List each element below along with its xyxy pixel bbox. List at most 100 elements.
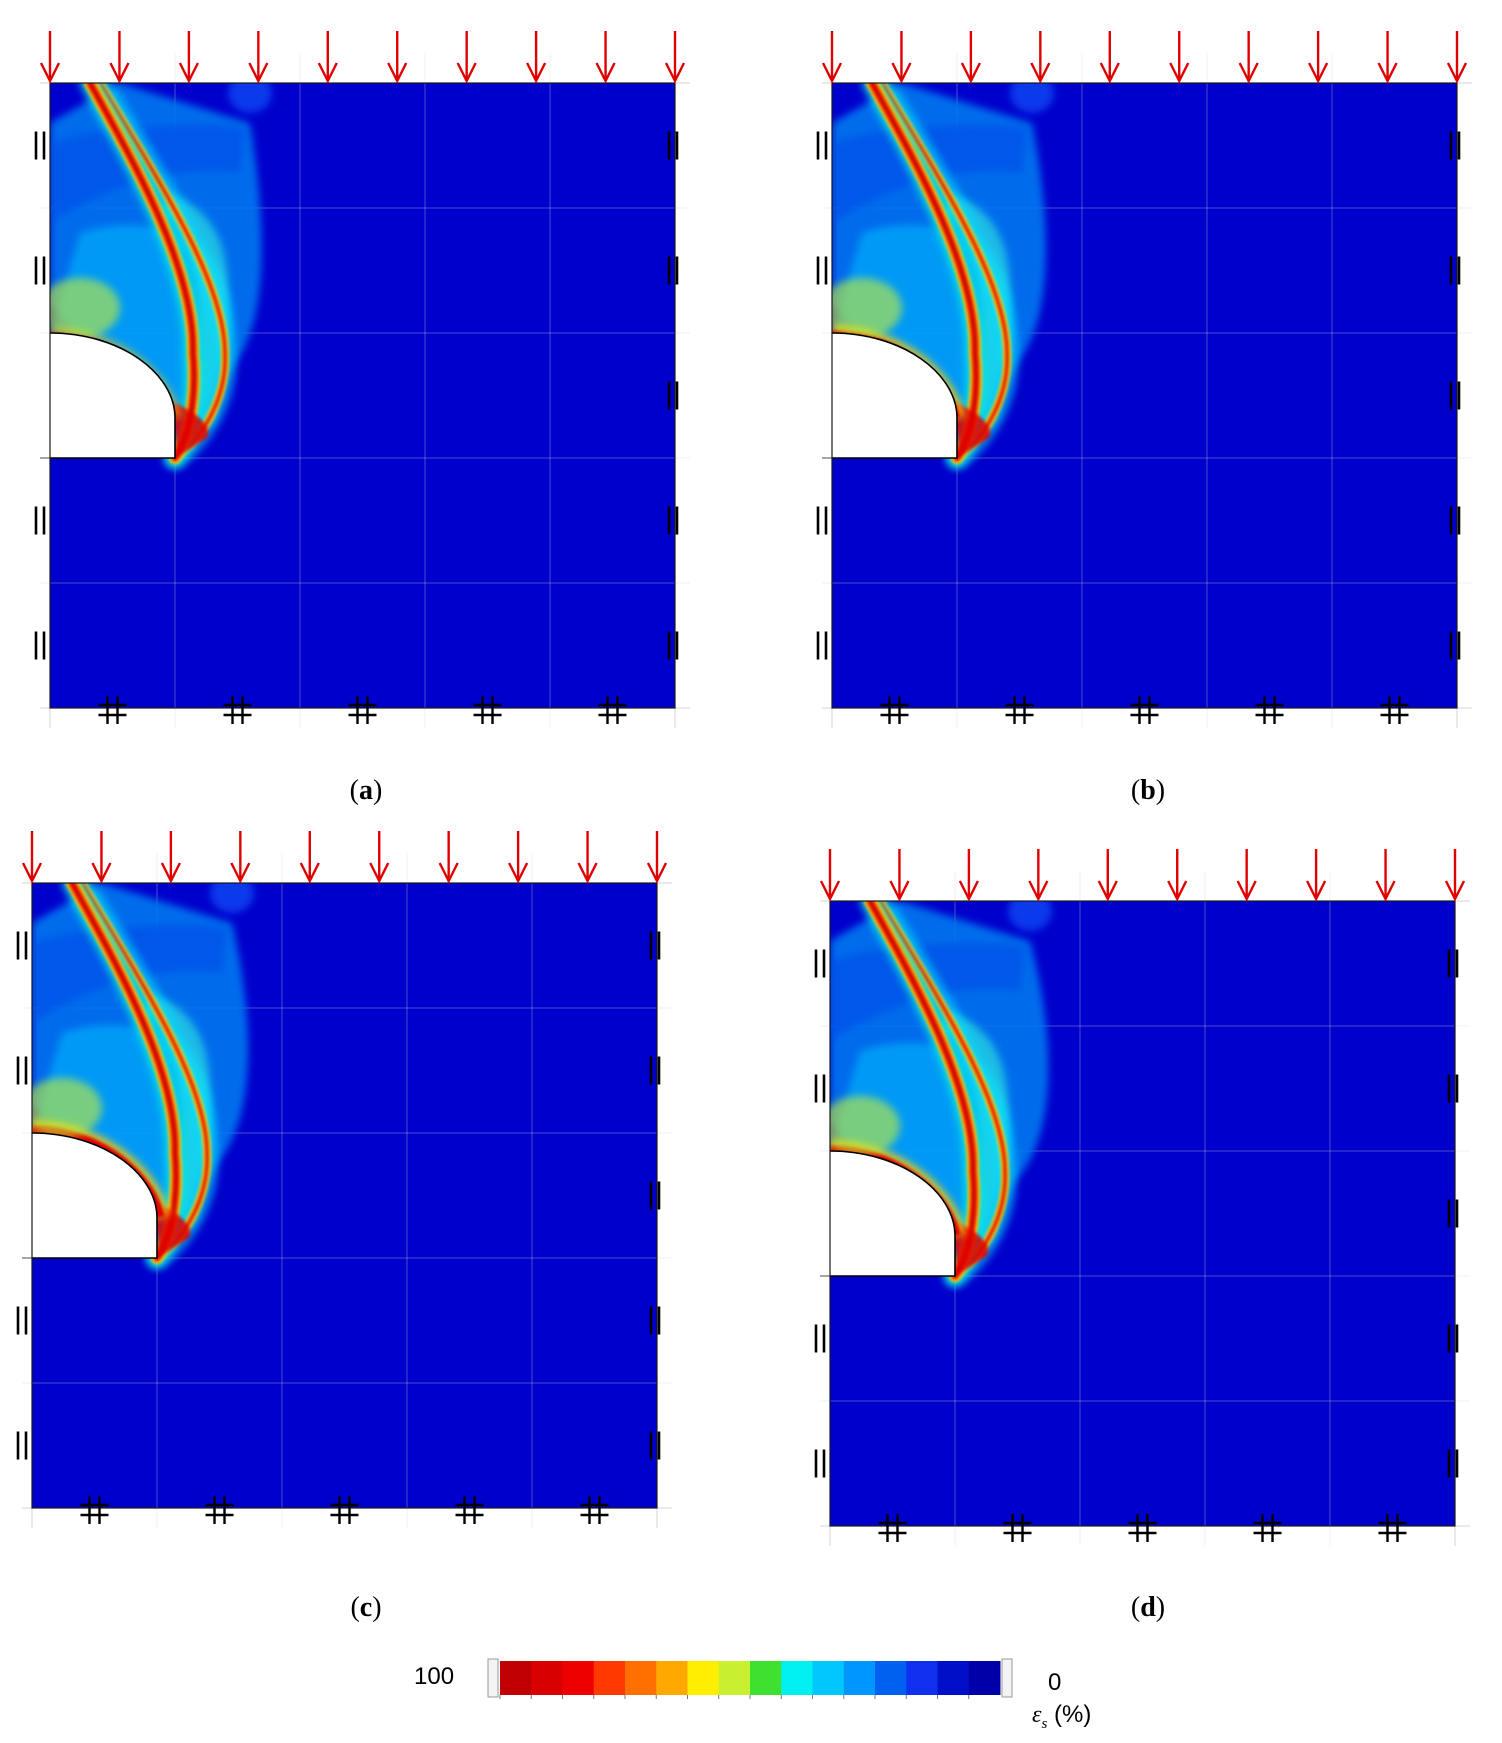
legend-swatch [625,1661,657,1695]
fixed-support-bottom [880,696,909,724]
legend-swatch [968,1661,1001,1695]
load-arrow [821,31,843,84]
contour-plot-b [816,31,1472,728]
domain-outline [829,900,1456,1527]
zone-top-spot [210,883,254,913]
legend-swatch [687,1661,720,1695]
hole-cutout [829,1151,955,1276]
roller-support-left [816,131,828,160]
legend-swatch [843,1661,876,1695]
contour-plot-c [16,831,672,1528]
fixed-support-bottom [205,1496,234,1524]
fixed-support-bottom [1130,696,1159,724]
hole-cutout [49,333,175,458]
load-arrow [299,831,320,884]
load-arrow [456,31,477,84]
legend-swatch [718,1661,751,1695]
load-arrow [248,31,269,84]
legend-min-label: 0 [1048,1669,1062,1696]
load-arrow [1444,849,1466,902]
hole-cutout [31,1133,157,1258]
load-arrow [1375,849,1396,902]
load-arrow [1446,31,1468,84]
legend-swatch [812,1661,845,1695]
load-arrow [1306,849,1327,902]
roller-support-left [16,1431,28,1460]
legend-swatch [531,1661,563,1695]
load-arrow [891,31,912,84]
roller-support-right [1449,256,1461,285]
fixed-support-bottom [878,1514,907,1542]
roller-support-right [1447,1324,1459,1353]
zone-turquoise [160,193,229,438]
roller-support-right [649,1181,661,1210]
hole-outline [22,1132,158,1259]
roller-support-left [816,256,828,285]
legend-swatch [656,1661,688,1695]
fixed-support-bottom [1253,1514,1282,1542]
fixed-support-bottom [580,1496,609,1524]
roller-support-left [34,506,46,535]
zone-turquoise [940,1011,1009,1256]
hole-cutout [831,333,957,458]
roller-support-right [1449,506,1461,535]
load-arrow [39,31,61,84]
load-arrow [1028,849,1049,902]
panel-d [800,846,1470,1546]
left-edge-patch [832,278,902,338]
fixed-support-bottom [348,696,377,724]
fixed-support-bottom [455,1496,484,1524]
load-arrow [178,31,199,84]
roller-support-left [814,1074,826,1103]
fixed-support-bottom [1005,696,1034,724]
load-arrow [1097,849,1118,902]
fixed-support-bottom [1128,1514,1157,1542]
roller-support-right [649,1056,661,1085]
legend-swatch [875,1661,907,1695]
fixed-support-bottom [80,1496,109,1524]
zone-top-spot [1010,83,1054,113]
load-arrow [1377,31,1398,84]
load-arrow [958,849,979,902]
fixed-support-bottom [598,696,627,724]
zone-turquoise [142,993,211,1238]
panel-c [2,828,672,1528]
load-arrow [21,831,43,884]
legend-swatch [937,1661,970,1695]
fixed-support-bottom [1003,1514,1032,1542]
panel-b [802,28,1472,728]
roller-support-left [816,506,828,535]
load-arrow [819,849,841,902]
fixed-support-bottom [473,696,502,724]
legend-cap-left [487,1658,499,1698]
left-edge-patch [830,1096,900,1156]
left-edge-patch [32,1078,102,1138]
roller-support-left [814,1449,826,1478]
roller-support-right [1449,631,1461,660]
roller-support-right [667,381,679,410]
legend-swatch [781,1661,813,1695]
legend-unit: (%) [1047,1701,1092,1728]
load-arrow [1308,31,1329,84]
legend-color-bar [487,1658,1013,1699]
domain-outline [831,82,1458,709]
hole-outline [40,332,176,459]
roller-support-left [814,949,826,978]
roller-support-right [1449,131,1461,160]
caption-d: (d) [1130,1592,1166,1623]
legend-subscript: s [1041,1715,1048,1732]
color-legend: 100 0 εs (%) [400,1645,1120,1743]
load-arrow [387,31,408,84]
load-arrow [1167,849,1188,902]
hole-outline [820,1150,956,1277]
fixed-support-bottom [223,696,252,724]
roller-support-left [34,631,46,660]
legend-max-label: 100 [414,1663,455,1690]
load-arrow [1030,31,1051,84]
load-arrow [646,831,668,884]
load-arrow [1099,31,1120,84]
roller-support-right [649,1306,661,1335]
load-arrow [508,831,529,884]
legend-swatch [906,1661,938,1695]
legend-swatch [500,1661,532,1695]
